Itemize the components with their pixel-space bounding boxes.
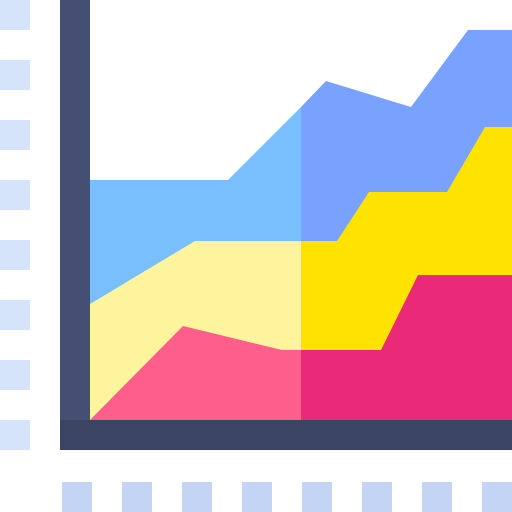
left-tick-mark	[0, 120, 30, 150]
left-tick-marks	[0, 0, 30, 450]
axis-corner-bevel	[60, 420, 90, 450]
bottom-tick-mark	[242, 482, 272, 512]
chart-axes	[60, 0, 512, 450]
left-tick-mark	[0, 360, 30, 390]
bottom-area-layer	[90, 275, 512, 420]
bottom-tick-mark	[302, 482, 332, 512]
bottom-tick-mark	[482, 482, 512, 512]
left-tick-mark	[0, 60, 30, 90]
bottom-tick-mark	[62, 482, 92, 512]
left-tick-mark	[0, 0, 30, 30]
left-tick-mark	[0, 420, 30, 450]
bottom-area-right-half	[301, 275, 512, 420]
left-tick-mark	[0, 300, 30, 330]
bottom-tick-marks	[62, 482, 512, 512]
left-tick-mark	[0, 180, 30, 210]
left-tick-mark	[0, 240, 30, 270]
bottom-tick-mark	[422, 482, 452, 512]
bottom-tick-mark	[182, 482, 212, 512]
bottom-tick-mark	[362, 482, 392, 512]
y-axis-bar	[60, 0, 90, 450]
x-axis-bar	[60, 420, 512, 450]
bottom-tick-mark	[122, 482, 152, 512]
bottom-area-left-half	[90, 326, 301, 420]
